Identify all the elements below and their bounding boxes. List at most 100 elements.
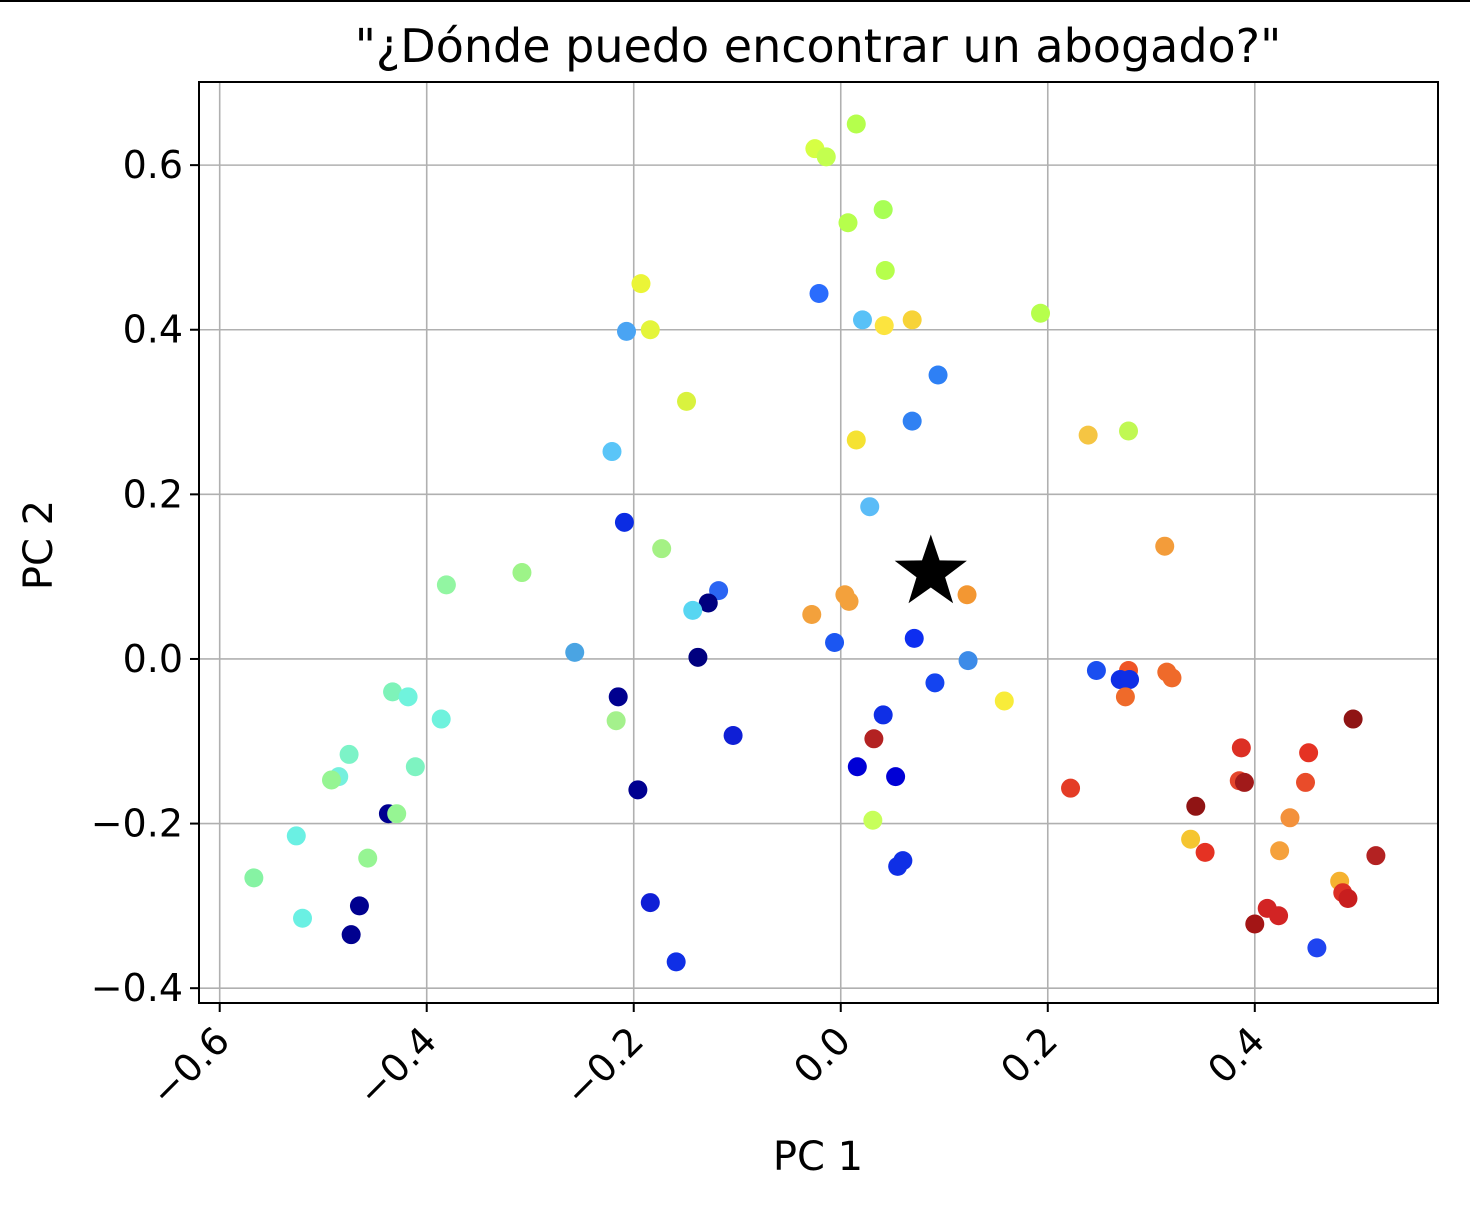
data-point — [886, 767, 906, 787]
data-point — [1155, 536, 1175, 556]
data-point — [512, 563, 532, 583]
y-tick-label: 0.0 — [123, 637, 183, 681]
data-point — [652, 539, 672, 559]
data-point — [606, 711, 626, 731]
data-point — [1086, 660, 1106, 680]
data-point — [1115, 687, 1135, 707]
data-point — [1269, 906, 1289, 926]
grid — [199, 82, 1438, 1003]
data-point — [286, 826, 306, 846]
data-point — [925, 673, 945, 693]
data-point — [1343, 709, 1363, 729]
y-tick-label: −0.4 — [91, 966, 183, 1010]
data-point — [904, 628, 924, 648]
data-point — [852, 310, 872, 330]
data-point — [1245, 914, 1265, 934]
data-point — [1186, 796, 1206, 816]
data-point — [902, 310, 922, 330]
data-point — [860, 497, 880, 517]
data-point — [1299, 743, 1319, 763]
data-point — [873, 705, 893, 725]
y-tick-label: 0.4 — [123, 308, 183, 352]
data-point — [839, 591, 859, 611]
data-point — [1181, 829, 1201, 849]
data-point — [825, 633, 845, 653]
data-point — [666, 952, 686, 972]
data-point — [1119, 421, 1139, 441]
data-point — [387, 804, 407, 824]
data-point — [957, 585, 977, 605]
data-point — [1307, 938, 1327, 958]
data-point — [349, 896, 369, 916]
data-point — [321, 770, 341, 790]
x-axis-ticks: −0.6 −0.4 −0.2 0.0 0.2 0.4 — [142, 1003, 1273, 1115]
x-axis-label: PC 1 — [773, 1134, 863, 1180]
plot-frame — [198, 81, 1439, 1004]
x-tick-label: 0.4 — [1199, 1018, 1273, 1092]
y-tick-label: 0.6 — [123, 143, 183, 187]
data-point — [436, 575, 456, 595]
data-point — [1234, 772, 1254, 792]
data-point — [1120, 670, 1140, 690]
data-point — [398, 687, 418, 707]
data-point — [1061, 778, 1081, 798]
data-point — [1366, 846, 1386, 866]
data-point — [405, 757, 425, 777]
x-tick-label: −0.2 — [556, 1018, 652, 1114]
data-point — [1031, 303, 1051, 323]
data-point — [863, 810, 883, 830]
data-point — [1338, 888, 1358, 908]
data-point — [873, 200, 893, 220]
data-point — [958, 651, 978, 671]
data-point — [723, 726, 743, 746]
data-point — [293, 908, 313, 928]
data-point — [994, 691, 1014, 711]
data-point — [875, 260, 895, 280]
data-point — [677, 391, 697, 411]
data-point — [847, 757, 867, 777]
x-tick-label: −0.6 — [142, 1018, 238, 1114]
data-point — [383, 682, 403, 702]
data-point — [688, 647, 708, 667]
data-point — [874, 316, 894, 336]
data-point — [1162, 668, 1182, 688]
data-point — [608, 687, 628, 707]
data-point — [341, 925, 361, 945]
data-point — [838, 213, 858, 233]
data-point — [1195, 842, 1215, 862]
y-tick-label: −0.2 — [91, 802, 183, 846]
y-axis-ticks: −0.4 −0.2 0.0 0.2 0.4 0.6 — [91, 143, 199, 1010]
data-point — [1270, 841, 1290, 861]
data-points — [244, 114, 1386, 972]
chart-title: "¿Dónde puedo encontrar un abogado?" — [355, 19, 1282, 73]
data-point — [888, 856, 908, 876]
data-point — [244, 868, 264, 888]
data-point — [1231, 738, 1251, 758]
data-point — [640, 320, 660, 340]
data-point — [1280, 808, 1300, 828]
data-point — [846, 114, 866, 134]
data-point — [683, 600, 703, 620]
y-tick-label: 0.2 — [123, 472, 183, 516]
data-point — [846, 430, 866, 450]
data-point — [928, 365, 948, 385]
y-axis-label: PC 2 — [16, 500, 62, 590]
data-point — [816, 147, 836, 167]
data-point — [902, 411, 922, 431]
data-point — [640, 893, 660, 913]
data-point — [431, 709, 451, 729]
data-point — [614, 512, 634, 532]
star-marker — [894, 534, 967, 604]
data-point — [616, 321, 636, 341]
data-point — [602, 442, 622, 462]
data-point — [802, 605, 822, 625]
data-point — [698, 593, 718, 613]
data-point — [358, 848, 378, 868]
data-point — [1078, 425, 1098, 445]
data-point — [1296, 772, 1316, 792]
top-rule — [0, 0, 1470, 2]
data-point — [339, 744, 359, 764]
data-point — [565, 642, 585, 662]
data-point — [809, 284, 829, 304]
